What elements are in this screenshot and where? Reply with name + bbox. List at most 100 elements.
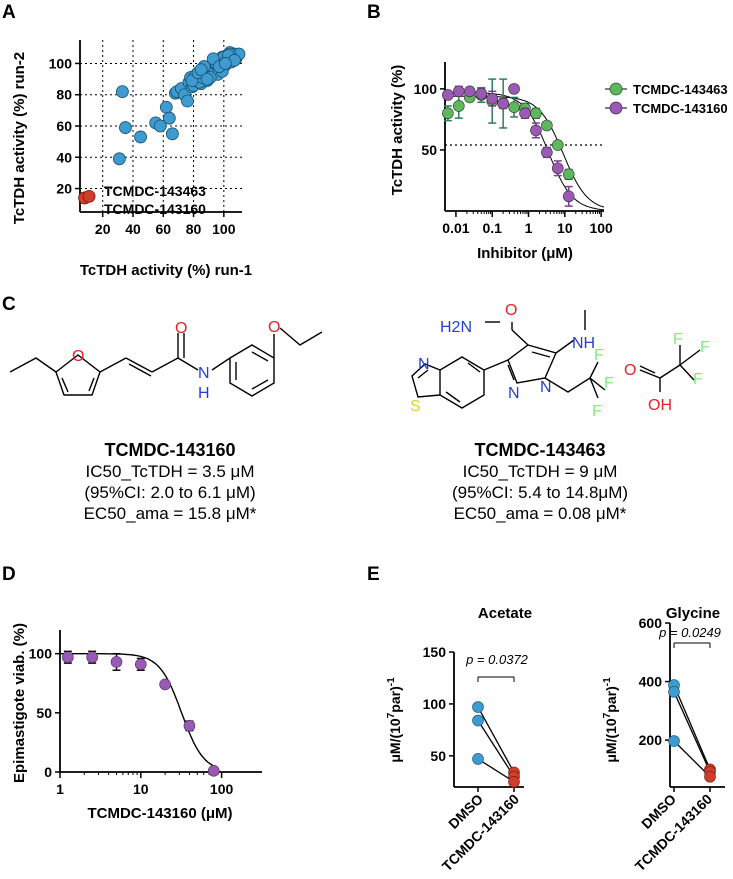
panel-e-acetate: Acetate 50 100 150 p = 0.0372 μM/(107par)-… <box>386 605 532 874</box>
compound-info-2: TCMDC-143463 IC50_TcTDH = 9 μM (95%CI: 5… <box>390 440 690 524</box>
tick-label-b-x-4: 100 <box>589 220 613 236</box>
tick-label-d-x-0: 1 <box>56 781 64 797</box>
atom-f-4: F <box>673 331 683 348</box>
axis-a-ylabel: TcTDH activity (%) run-2 <box>11 52 28 224</box>
highlight-label-2: TCMDC-143160 <box>104 201 206 217</box>
compound-2-ec50: EC50_ama = 0.08 μM* <box>453 504 627 523</box>
tick-label-b-y-1: 100 <box>414 81 438 97</box>
point-d-0 <box>62 651 74 664</box>
compound-1-ci: (95%CI: 2.0 to 6.1 μM) <box>84 483 256 502</box>
point-b-1-2 <box>463 85 476 98</box>
point-b-1-11 <box>562 190 575 203</box>
e1-point-dmso-0 <box>472 701 484 713</box>
e1-pair-line-1 <box>477 720 515 777</box>
point-a-71 <box>218 57 232 70</box>
panel-letter-c: C <box>2 294 16 315</box>
e1-ylabel-main: μM/(10 <box>387 718 403 763</box>
point-a-6 <box>159 100 173 114</box>
e2-ylabel-exp2: -1 <box>602 677 613 686</box>
e1-point-drug-2 <box>508 776 520 788</box>
e-acetate-title: Acetate <box>478 605 532 622</box>
atom-o-tfa: O <box>624 362 636 379</box>
legend-label-1: TCMDC-143463 <box>633 82 728 97</box>
e2-point-dmso-2 <box>668 735 680 747</box>
highlight-label-1: TCMDC-143463 <box>104 183 206 199</box>
fit-curve-d <box>60 653 218 769</box>
panel-d-viability: 1 10 100 0 50 100 TCMDC-143160 (μM) Epimastig… <box>11 623 262 822</box>
point-d-6 <box>207 765 220 777</box>
atom-n-thiazole: N <box>418 356 430 373</box>
panel-e-glycine: Glycine 200 400 600 p = 0.0249 μM/(107par)… <box>602 605 725 874</box>
e2-tick-label-y-1: 400 <box>639 674 663 690</box>
point-d-4 <box>159 678 171 691</box>
panel-letter-e: E <box>367 564 380 585</box>
tick-label-a-x-4: 100 <box>212 221 236 237</box>
axis-d-ylabel: Epimastigote viab. (%) <box>11 623 28 783</box>
point-b-0-6 <box>508 101 520 113</box>
point-b-1-5 <box>497 97 509 110</box>
tick-label-a-x-0: 20 <box>95 221 111 237</box>
point-d-3 <box>135 658 147 671</box>
e1-point-dmso-2 <box>472 753 484 765</box>
tick-label-a-y-2: 60 <box>56 118 72 134</box>
atom-h-amide: H <box>198 385 210 402</box>
e2-point-drug-2 <box>704 770 716 783</box>
e2-pair-line-2 <box>673 740 711 778</box>
tick-label-d-x-1: 10 <box>133 781 149 797</box>
structure-2-labels: H2N O NH N N N S F F F O OH F F F <box>410 302 710 420</box>
legend-swatch-2 <box>609 101 623 115</box>
panel-a-scatter: 20 40 60 80 100 20 40 60 80 100 TCMDC-143463 TCMD… <box>11 40 252 279</box>
e1-pair-line-0 <box>477 706 515 773</box>
e2-ylabel-main: μM/(10 <box>603 718 619 763</box>
e2-tick-label-y-0: 200 <box>639 732 663 748</box>
tick-label-b-y-0: 50 <box>421 142 437 158</box>
tick-label-a-y-0: 20 <box>56 181 72 197</box>
point-b-0-10 <box>551 139 564 151</box>
panel-b-dose-response: 0.01 0.1 1 10 100 50 100 TCMDC-143463 TCMDC-14… <box>389 62 728 262</box>
panel-letter-d: D <box>2 564 16 585</box>
structure-tcmdc-143160 <box>9 327 323 397</box>
legend-label-2: TCMDC-143160 <box>633 101 728 116</box>
point-b-0-0 <box>442 107 454 120</box>
atom-f-1: F <box>594 347 604 364</box>
atom-o-amide: O <box>505 302 517 319</box>
tick-label-a-y-4: 100 <box>49 55 73 71</box>
compound-name-2: TCMDC-143463 <box>474 440 606 460</box>
point-b-1-8 <box>530 124 542 137</box>
p-value-acetate: p = 0.0372 <box>465 652 529 667</box>
structure-1-labels: O O N H O <box>72 319 280 402</box>
e2-point-dmso-1 <box>668 686 680 698</box>
panel-letter-b: B <box>367 2 381 23</box>
tick-label-b-x-3: 10 <box>557 220 573 236</box>
point-b-0-11 <box>562 168 575 181</box>
axis-d-xlabel: TCMDC-143160 (μM) <box>87 805 232 822</box>
point-d-1 <box>86 651 98 664</box>
point-a-0 <box>112 152 126 166</box>
e2-ylabel: μM/(107par)-1 <box>602 677 619 763</box>
point-b-1-9 <box>541 146 553 159</box>
point-b-0-9 <box>541 119 553 132</box>
point-a-3 <box>134 130 147 144</box>
tick-label-a-x-1: 40 <box>125 221 141 237</box>
point-a-2 <box>115 85 129 98</box>
point-b-1-1 <box>453 85 465 98</box>
atom-o-furan: O <box>72 348 84 365</box>
tick-label-b-x-0: 0.01 <box>442 220 469 236</box>
compound-1-ec50: EC50_ama = 15.8 μM* <box>83 504 257 523</box>
compound-1-ic50: IC50_TcTDH = 3.5 μM <box>85 462 255 481</box>
e2-tick-label-y-2: 600 <box>639 615 663 631</box>
structure-tcmdc-143463 <box>411 310 701 409</box>
e2-ylabel-end: par) <box>603 686 619 712</box>
p-value-glycine: p = 0.0249 <box>658 625 721 640</box>
atom-n-amide: N <box>198 365 210 382</box>
point-a-7 <box>162 111 176 125</box>
legend-swatch-1 <box>609 82 623 96</box>
atom-nh: NH <box>572 335 595 352</box>
e2-pair-line-0 <box>673 684 711 770</box>
atom-h2n: H2N <box>440 319 472 336</box>
tick-label-b-x-2: 1 <box>525 220 533 236</box>
point-a-highlight-2 <box>82 189 96 203</box>
e1-ylabel-exp: 7 <box>386 712 397 718</box>
e1-tick-label-y-0: 50 <box>430 748 446 764</box>
